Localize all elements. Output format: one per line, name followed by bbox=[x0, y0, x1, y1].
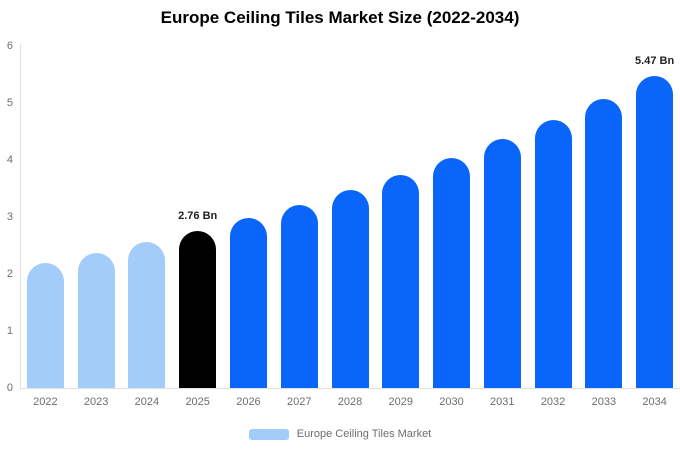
y-axis-tick-label: 3 bbox=[6, 210, 13, 223]
bar-2029 bbox=[382, 174, 420, 388]
y-axis-tick-label: 2 bbox=[6, 267, 13, 280]
x-axis-label-2024: 2024 bbox=[134, 396, 160, 408]
y-axis-tick-label: 4 bbox=[6, 153, 13, 166]
y-axis-tick-label: 1 bbox=[6, 324, 13, 337]
y-axis-tick-label: 5 bbox=[6, 96, 13, 109]
bar-2033 bbox=[585, 99, 623, 388]
x-axis-label-2030: 2030 bbox=[439, 396, 464, 408]
legend-swatch bbox=[248, 428, 289, 440]
bar-2025 bbox=[179, 230, 217, 388]
x-axis-label-2032: 2032 bbox=[540, 396, 566, 408]
y-axis-tick-label: 0 bbox=[6, 381, 13, 394]
data-label-2034: 5.47 Bn bbox=[635, 55, 675, 68]
bar-2031 bbox=[483, 139, 521, 388]
bar-2028 bbox=[331, 190, 369, 388]
bar-2027 bbox=[280, 205, 318, 388]
x-axis-label-2029: 2029 bbox=[388, 396, 413, 408]
legend[interactable]: Europe Ceiling Tiles Market bbox=[0, 426, 680, 442]
bar-2032 bbox=[534, 120, 572, 388]
bar-2024 bbox=[128, 242, 166, 388]
bar-2022 bbox=[26, 262, 64, 388]
x-axis-label-2034: 2034 bbox=[642, 396, 667, 408]
bar-2026 bbox=[229, 218, 267, 388]
x-axis-label-2022: 2022 bbox=[33, 396, 58, 408]
legend-label: Europe Ceiling Tiles Market bbox=[296, 427, 432, 440]
x-axis-line bbox=[20, 388, 680, 389]
x-axis-label-2028: 2028 bbox=[337, 396, 363, 408]
data-label-2025: 2.76 Bn bbox=[178, 209, 218, 222]
bar-2030 bbox=[433, 157, 471, 388]
x-axis-label-2027: 2027 bbox=[286, 396, 312, 408]
x-axis-label-2033: 2033 bbox=[591, 396, 617, 408]
x-axis-label-2031: 2031 bbox=[490, 396, 515, 408]
x-axis-label-2023: 2023 bbox=[83, 396, 109, 408]
bar-2023 bbox=[77, 252, 115, 388]
x-axis-label-2025: 2025 bbox=[185, 396, 210, 408]
x-axis-label-2026: 2026 bbox=[236, 396, 261, 408]
y-axis-line bbox=[20, 44, 21, 388]
chart-title: Europe Ceiling Tiles Market Size (2022-2… bbox=[160, 8, 520, 27]
y-axis-tick-label: 6 bbox=[6, 39, 13, 52]
bar-2034 bbox=[636, 76, 674, 388]
